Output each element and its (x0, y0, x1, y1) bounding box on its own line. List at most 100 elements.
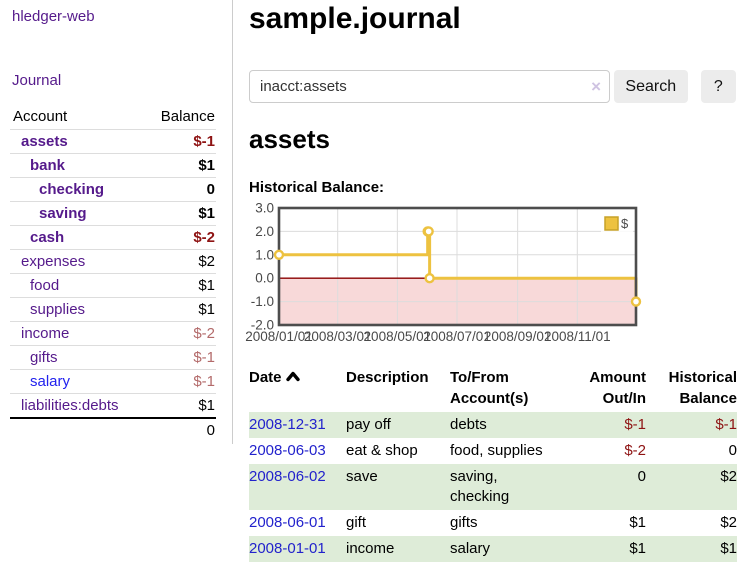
account-heading: assets (249, 124, 330, 154)
account-balance: $1 (146, 153, 216, 178)
account-row-liabilities-debts: liabilities:debts $1 (10, 393, 216, 418)
transaction-amount: $-2 (624, 442, 646, 459)
transaction-accounts: debts (450, 416, 487, 433)
svg-text:2008/11/01: 2008/11/01 (544, 329, 611, 344)
help-button[interactable]: ? (700, 70, 736, 103)
transaction-description: eat & shop (346, 442, 418, 459)
column-header-date[interactable]: Date (249, 364, 346, 412)
account-balance: $-2 (146, 321, 216, 346)
transaction-amount: $1 (629, 514, 646, 531)
app-window: hledger-web Journal Account Balance asse… (0, 0, 737, 562)
account-row-assets: assets $-1 (10, 129, 216, 154)
accounts-total-balance: 0 (146, 416, 216, 442)
sort-ascending-icon (285, 367, 300, 388)
account-balance: $2 (146, 249, 216, 274)
svg-text:1.0: 1.0 (255, 247, 274, 262)
account-link-food[interactable]: food (30, 276, 60, 294)
transaction-description: gift (346, 514, 367, 531)
account-link-salary[interactable]: salary (30, 372, 71, 390)
svg-text:-2.0: -2.0 (251, 318, 274, 333)
account-link-checking[interactable]: checking (39, 180, 105, 198)
svg-text:2008/07/01: 2008/07/01 (423, 329, 491, 344)
column-header-description: Description (346, 369, 429, 386)
account-link-gifts[interactable]: gifts (30, 348, 58, 366)
transaction-balance: $2 (720, 514, 737, 531)
svg-text:2008/03/01: 2008/03/01 (304, 329, 372, 344)
svg-text:2008/05/01: 2008/05/01 (364, 329, 432, 344)
account-column-header: Account (10, 105, 147, 130)
transaction-balance: 0 (728, 442, 737, 459)
svg-text:2008/09/01: 2008/09/01 (484, 329, 552, 344)
transaction-accounts: salary (450, 540, 491, 557)
column-header-tofrom-accounts: To/From Account(s) (450, 369, 529, 407)
balance-column-header: Balance (146, 105, 216, 130)
transaction-date-link[interactable]: 2008-06-03 (249, 442, 326, 459)
search-button[interactable]: Search (614, 70, 688, 103)
transaction-date-link[interactable]: 2008-06-02 (249, 468, 326, 485)
account-balance: 0 (146, 177, 216, 202)
account-row-expenses: expenses $2 (10, 249, 216, 274)
account-balance: $1 (146, 273, 216, 298)
sidebar-item-journal[interactable]: Journal (12, 72, 62, 89)
account-balance: $1 (146, 393, 216, 418)
svg-text:$: $ (621, 216, 629, 231)
register-row: 2008-06-01 gift gifts $1 $2 (249, 510, 737, 536)
account-row-food: food $1 (10, 273, 216, 298)
transaction-date-link[interactable]: 2008-06-01 (249, 514, 326, 531)
account-link-saving[interactable]: saving (39, 204, 87, 222)
search-form: × Search ? (249, 70, 736, 103)
column-header-historical-balance: Historical Balance (668, 369, 737, 407)
transaction-balance: $-1 (715, 416, 737, 433)
register-row: 2008-06-03 eat & shop food, supplies $-2… (249, 438, 737, 464)
transaction-description: pay off (346, 416, 391, 433)
column-header-amount-outin: Amount Out/In (589, 369, 646, 407)
account-balance: $-1 (146, 345, 216, 370)
account-link-assets[interactable]: assets (21, 132, 68, 150)
account-row-income: income $-2 (10, 321, 216, 346)
account-balance: $-2 (146, 225, 216, 250)
historical-balance-chart: $3.0 2.0 1.0 0.0 -1.0 -2.0 2008/01/01 2008/03/0… (245, 201, 736, 352)
transaction-amount: $-1 (624, 416, 646, 433)
account-link-bank[interactable]: bank (30, 156, 66, 174)
transaction-amount: 0 (637, 468, 646, 485)
register-row: 2008-01-01 income salary $1 $1 (249, 536, 737, 562)
svg-text:2.0: 2.0 (255, 224, 274, 239)
transaction-amount: $1 (629, 540, 646, 557)
account-row-saving: saving $1 (10, 201, 216, 226)
account-balance: $1 (146, 201, 216, 226)
transaction-date-link[interactable]: 2008-01-01 (249, 540, 326, 557)
account-row-supplies: supplies $1 (10, 297, 216, 322)
account-balance: $1 (146, 297, 216, 322)
main-content: sample.journal × Search ? assets Histori… (233, 0, 737, 562)
account-row-gifts: gifts $-1 (10, 345, 216, 370)
transaction-accounts: saving, checking (450, 468, 510, 505)
account-balance: $-1 (146, 129, 216, 154)
account-row-checking: checking 0 (10, 177, 216, 202)
transaction-balance: $1 (720, 540, 737, 557)
transaction-description: income (346, 540, 395, 557)
account-balance: $-1 (146, 369, 216, 394)
brand-link[interactable]: hledger-web (12, 8, 95, 25)
account-link-expenses[interactable]: expenses (21, 252, 86, 270)
page-title: sample.journal (249, 2, 461, 35)
register-header-row: Date Description To/From Account(s) Amou… (249, 364, 737, 412)
account-row-bank: bank $1 (10, 153, 216, 178)
chart-svg: $3.0 2.0 1.0 0.0 -1.0 -2.02008/01/012008/03/0… (245, 201, 642, 344)
register-table: Date Description To/From Account(s) Amou… (249, 364, 737, 562)
register-row: 2008-06-02 save saving, checking 0 $2 (249, 464, 737, 510)
transaction-date-link[interactable]: 2008-12-31 (249, 416, 326, 433)
transaction-balance: $2 (720, 468, 737, 485)
svg-text:2008/01/01: 2008/01/01 (245, 329, 313, 344)
account-link-liabilities-debts[interactable]: liabilities:debts (21, 396, 119, 414)
account-link-income[interactable]: income (21, 324, 70, 342)
account-link-cash[interactable]: cash (30, 228, 65, 246)
account-link-supplies[interactable]: supplies (30, 300, 86, 318)
account-row-salary: salary $-1 (10, 369, 216, 394)
accounts-total-row: 0 (10, 416, 216, 442)
transaction-accounts: food, supplies (450, 442, 543, 459)
svg-text:3.0: 3.0 (255, 201, 274, 216)
search-input[interactable] (249, 70, 610, 103)
sidebar: hledger-web Journal Account Balance asse… (0, 0, 233, 444)
svg-text:0.0: 0.0 (255, 271, 274, 286)
clear-search-icon[interactable]: × (591, 77, 601, 96)
